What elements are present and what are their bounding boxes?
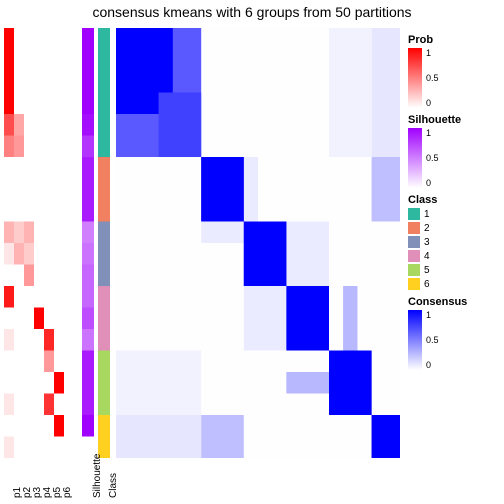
legend-prob-bar: 10.50 (408, 48, 500, 108)
legend-class-title: Class (408, 194, 500, 206)
legend-prob-title: Prob (408, 34, 500, 46)
legends: Prob 10.50 Silhouette 10.50 Class 1 2 3 4 5 6… (408, 28, 500, 374)
axis-label-class: Class (108, 473, 119, 498)
axis-label-silhouette: Silhouette (92, 454, 103, 498)
legend-swatch (408, 222, 420, 234)
legend-class-item: 5 (408, 264, 500, 276)
column-axis: p1p2p3p4p5p6SilhouetteClass (4, 460, 400, 502)
legend-class-item: 4 (408, 250, 500, 262)
legend-consensus-title: Consensus (408, 296, 500, 308)
heatmap-svg (4, 28, 400, 458)
legend-class-item: 3 (408, 236, 500, 248)
legend-swatch (408, 278, 420, 290)
heatmap-stage (4, 28, 400, 458)
legend-swatch (408, 264, 420, 276)
legend-class-item: 1 (408, 208, 500, 220)
legend-swatch (408, 250, 420, 262)
legend-class-item: 2 (408, 222, 500, 234)
legend-class-items: 1 2 3 4 5 6 (408, 208, 500, 290)
legend-silhouette-bar: 10.50 (408, 128, 500, 188)
legend-class-item: 6 (408, 278, 500, 290)
legend-swatch (408, 236, 420, 248)
legend-consensus-bar: 10.50 (408, 310, 500, 370)
axis-label-p6: p6 (62, 487, 73, 498)
legend-silhouette-title: Silhouette (408, 114, 500, 126)
page-title: consensus kmeans with 6 groups from 50 p… (0, 4, 504, 20)
legend-swatch (408, 208, 420, 220)
